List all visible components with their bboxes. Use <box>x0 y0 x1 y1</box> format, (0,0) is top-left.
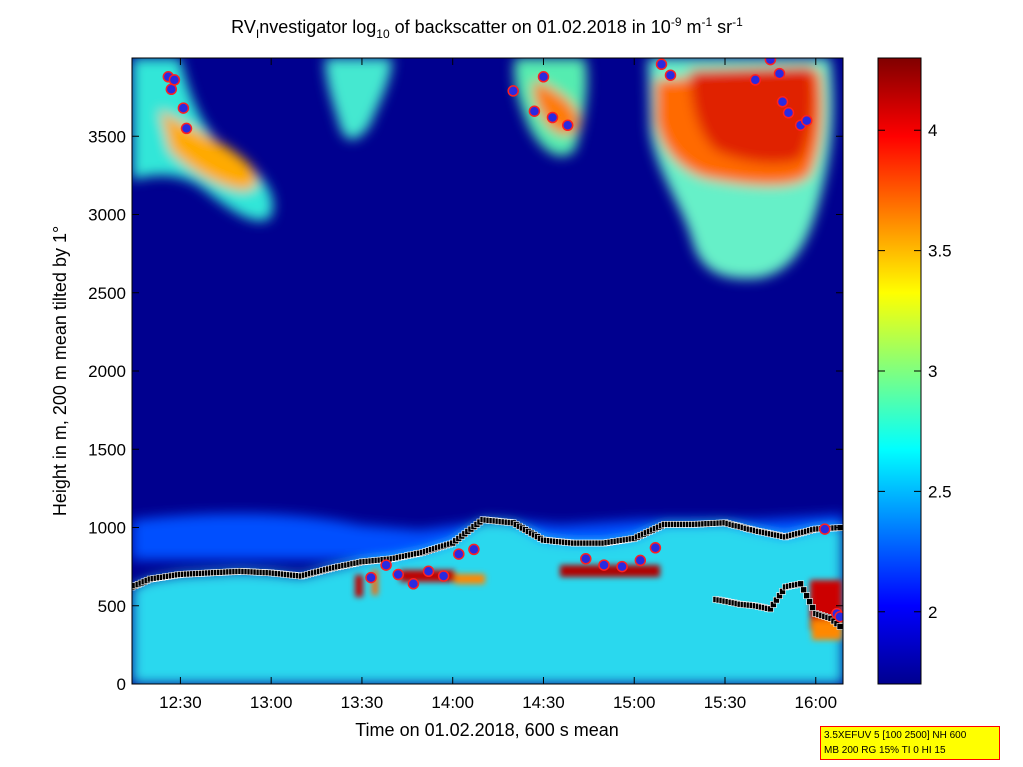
x-tick-label: 13:00 <box>250 693 293 712</box>
cloud-base-mark <box>655 58 668 71</box>
cloud-base-mark <box>634 554 647 567</box>
colorbar-tick-label: 4 <box>928 121 937 140</box>
cloud-base-mark <box>168 74 181 86</box>
cloud-base-mark <box>800 114 813 127</box>
x-tick-label: 13:30 <box>341 693 384 712</box>
boundary-layer-body <box>132 519 843 684</box>
x-tick-label: 12:30 <box>159 693 202 712</box>
cloud-base-mark <box>380 559 392 571</box>
cloud-base-mark <box>507 85 519 97</box>
x-axis-label: Time on 01.02.2018, 600 s mean <box>355 720 619 740</box>
cloud-base-mark <box>616 560 628 573</box>
cloud-base-mark <box>528 105 541 117</box>
cloud-base-mark <box>468 543 480 556</box>
colorbar-ticks: 2 2.5 3 3.5 4 <box>878 121 952 622</box>
x-tick-label: 15:30 <box>704 693 747 712</box>
cloud-base-mark <box>365 571 377 584</box>
colorbar-tick-label: 2.5 <box>928 482 952 501</box>
cloud-base-mark <box>177 102 190 114</box>
cloud-base-mark <box>453 548 465 560</box>
x-tick-label: 14:00 <box>431 693 474 712</box>
cloud-base-mark <box>782 107 795 119</box>
x-tick-label: 15:00 <box>613 693 656 712</box>
cloud-base-mark <box>422 565 435 578</box>
colorbar-tick-label: 2 <box>928 603 937 622</box>
processing-info-box: 3.5XEFUV 5 [100 2500] NH 600 MB 200 RG 1… <box>820 726 1000 760</box>
cloud-base-mark <box>776 96 789 108</box>
y-tick-label: 3500 <box>88 127 126 146</box>
info-line-1: 3.5XEFUV 5 [100 2500] NH 600 <box>824 730 967 741</box>
cloud-base-mark <box>664 69 677 81</box>
lower-layer-mark <box>803 592 811 600</box>
lower-layer-mark <box>797 580 804 588</box>
x-tick-label: 14:30 <box>522 693 565 712</box>
cloud-base-mark <box>407 578 420 590</box>
cloud-base-mark <box>537 71 550 83</box>
chart-title: RVInvestigator log10 of backscatter on 0… <box>231 15 743 41</box>
lower-layer-mark <box>800 586 808 594</box>
cloud-base-mark <box>649 542 662 554</box>
cloud-base-mark <box>165 83 178 96</box>
y-axis-label: Height in m, 200 m mean tilted by 1° <box>50 226 70 516</box>
cloud-base-mark <box>580 553 592 565</box>
y-tick-label: 0 <box>117 675 126 694</box>
x-axis: 12:30 13:00 13:30 14:00 14:30 15:00 15:30 16:00 <box>159 58 837 712</box>
x-tick-label: 16:00 <box>794 693 837 712</box>
colorbar <box>877 57 922 685</box>
cloud-base-mark <box>392 568 404 581</box>
cloud-base-mark <box>819 523 831 535</box>
cloud-base-mark <box>598 559 610 571</box>
y-tick-label: 3000 <box>88 206 126 225</box>
cloud-base-mark <box>561 119 574 132</box>
lower-layer-mark <box>809 604 817 611</box>
y-tick-label: 2000 <box>88 362 126 381</box>
cloud-base-mark <box>834 610 843 623</box>
colorbar-tick-label: 3.5 <box>928 242 952 261</box>
lower-layer-mark <box>836 623 843 630</box>
aerosol-layer-top-marks <box>132 516 843 591</box>
cloud-base-mark <box>764 58 777 66</box>
lower-layer-marks <box>712 580 843 630</box>
cloud-base-mark <box>437 570 450 582</box>
plot-area <box>132 58 843 684</box>
y-tick-label: 1000 <box>88 519 126 538</box>
y-axis: 0 500 1000 1500 2000 2500 3000 3500 <box>88 127 843 694</box>
y-tick-label: 500 <box>98 597 126 616</box>
lower-layer-mark <box>806 598 814 606</box>
y-tick-label: 1500 <box>88 440 126 459</box>
cloud-base-marks <box>162 58 843 623</box>
info-line-2: MB 200 RG 15% TI 0 HI 15 <box>824 745 946 756</box>
y-tick-label: 2500 <box>88 284 126 303</box>
cloud-base-mark <box>749 74 762 86</box>
colorbar-tick-label: 3 <box>928 362 937 381</box>
cloud-base-mark <box>180 122 193 135</box>
cloud-base-mark <box>546 111 559 124</box>
cloud-base-mark <box>773 67 786 80</box>
